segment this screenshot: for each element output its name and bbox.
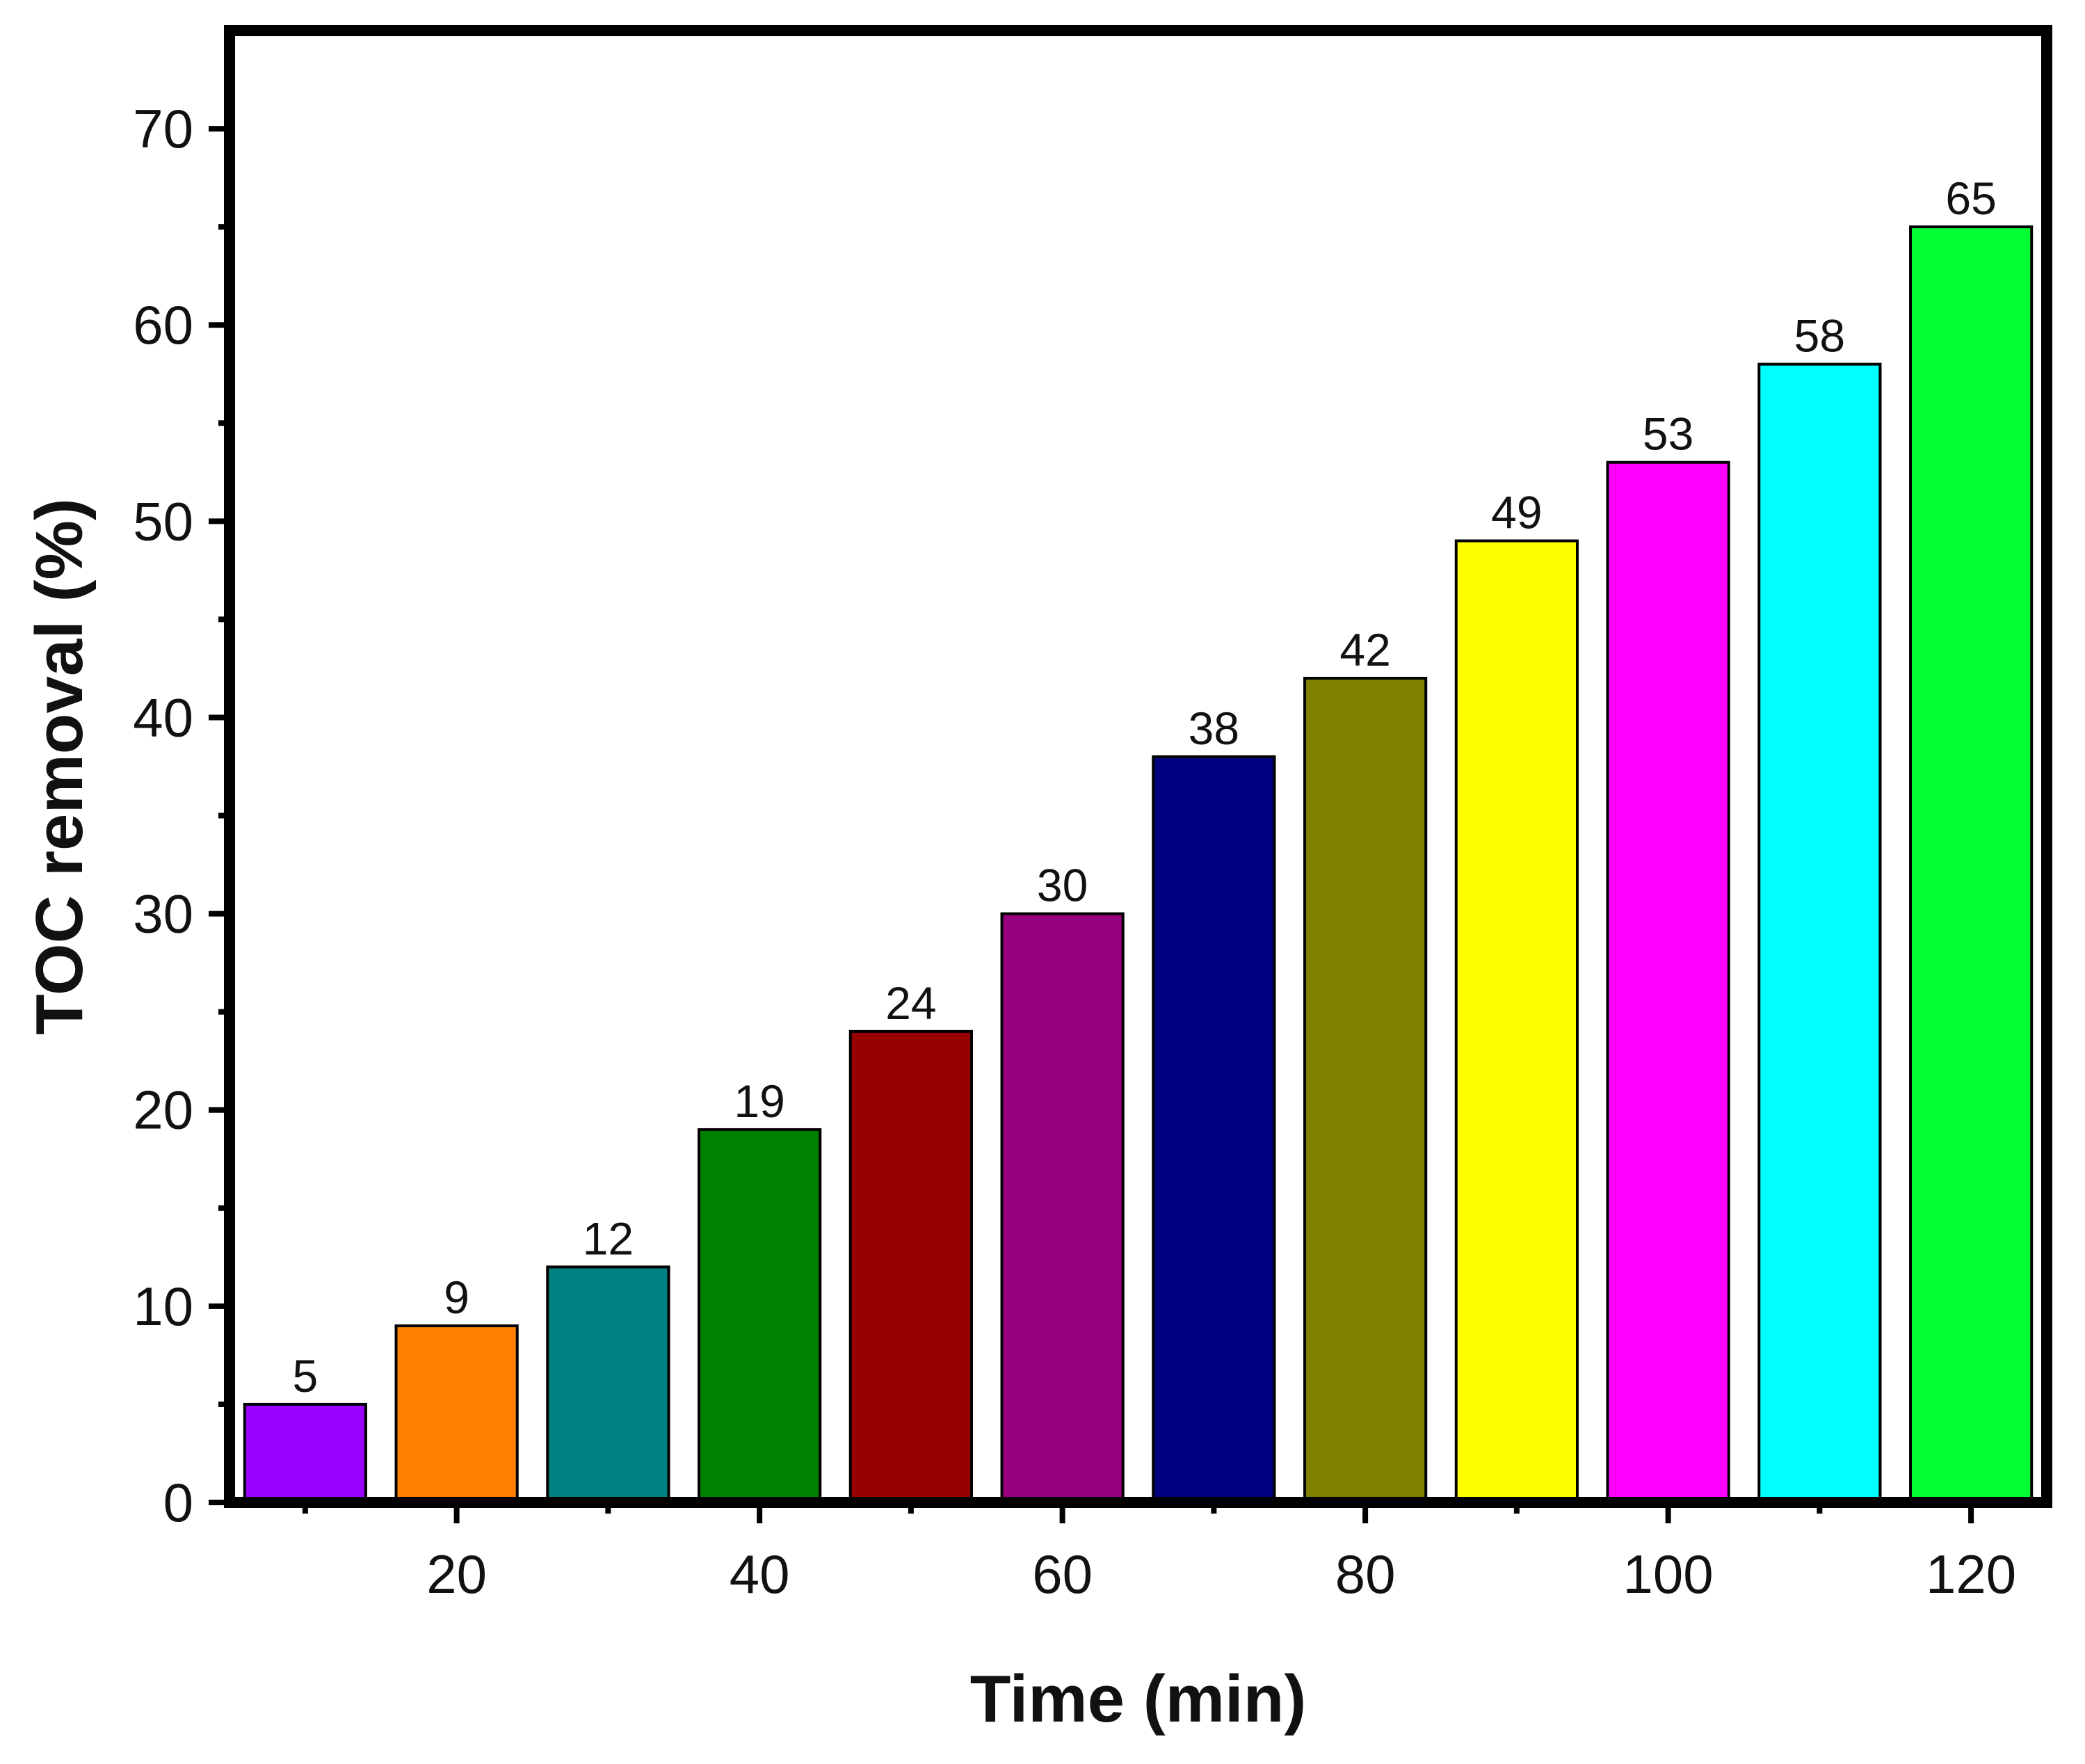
- y-tick-label-70: 70: [133, 98, 193, 159]
- y-axis-title: TOC removal (%): [22, 498, 97, 1035]
- bar-80: [1303, 677, 1428, 1504]
- bar-120: [1909, 225, 2034, 1505]
- y-tick-label-10: 10: [133, 1276, 193, 1337]
- bar-group: [243, 225, 2034, 1505]
- bar-110: [1757, 362, 1882, 1504]
- x-tick-label-120: 120: [1926, 1544, 2016, 1605]
- data-label-110: 58: [1794, 310, 1845, 362]
- y-tick-label-0: 0: [163, 1472, 193, 1533]
- data-label-60: 30: [1037, 860, 1088, 911]
- data-label-90: 49: [1491, 487, 1542, 538]
- data-label-40: 19: [734, 1075, 784, 1127]
- bar-30: [546, 1265, 670, 1504]
- data-label-100: 53: [1643, 408, 1693, 460]
- tick-label-group: 0 10 20 30 40 50 60 70 20 40 60 80 100 120: [133, 98, 2016, 1605]
- data-label-30: 12: [583, 1212, 634, 1264]
- bar-10: [243, 1402, 367, 1505]
- bar-50: [848, 1029, 973, 1504]
- data-label-80: 42: [1339, 624, 1390, 675]
- y-tick-label-50: 50: [133, 490, 193, 552]
- x-tick-label-40: 40: [730, 1544, 790, 1605]
- y-tick-label-30: 30: [133, 883, 193, 945]
- y-tick-label-60: 60: [133, 294, 193, 355]
- bar-100: [1606, 460, 1730, 1504]
- data-label-20: 9: [444, 1272, 469, 1323]
- data-label-10: 5: [293, 1350, 319, 1402]
- bar-70: [1152, 755, 1276, 1504]
- y-tick-label-20: 20: [133, 1080, 193, 1141]
- x-tick-label-80: 80: [1335, 1544, 1396, 1605]
- bar-40: [698, 1128, 822, 1504]
- x-tick-label-100: 100: [1623, 1544, 1714, 1605]
- plot-frame: [224, 25, 2052, 1508]
- bar-90: [1454, 539, 1579, 1505]
- tick-group: [209, 126, 1974, 1523]
- data-label-70: 38: [1189, 703, 1239, 754]
- data-label-120: 65: [1945, 173, 1996, 224]
- data-label-group: 5 9 12 19 24 30 38 42 49 53 58 65: [293, 173, 1997, 1402]
- data-label-50: 24: [885, 977, 936, 1029]
- x-axis-title: Time (min): [970, 1662, 1307, 1736]
- y-tick-label-40: 40: [133, 687, 193, 748]
- x-tick-label-20: 20: [426, 1544, 487, 1605]
- bar-60: [1000, 912, 1125, 1504]
- bar-20: [394, 1324, 519, 1504]
- x-tick-label-60: 60: [1032, 1544, 1093, 1605]
